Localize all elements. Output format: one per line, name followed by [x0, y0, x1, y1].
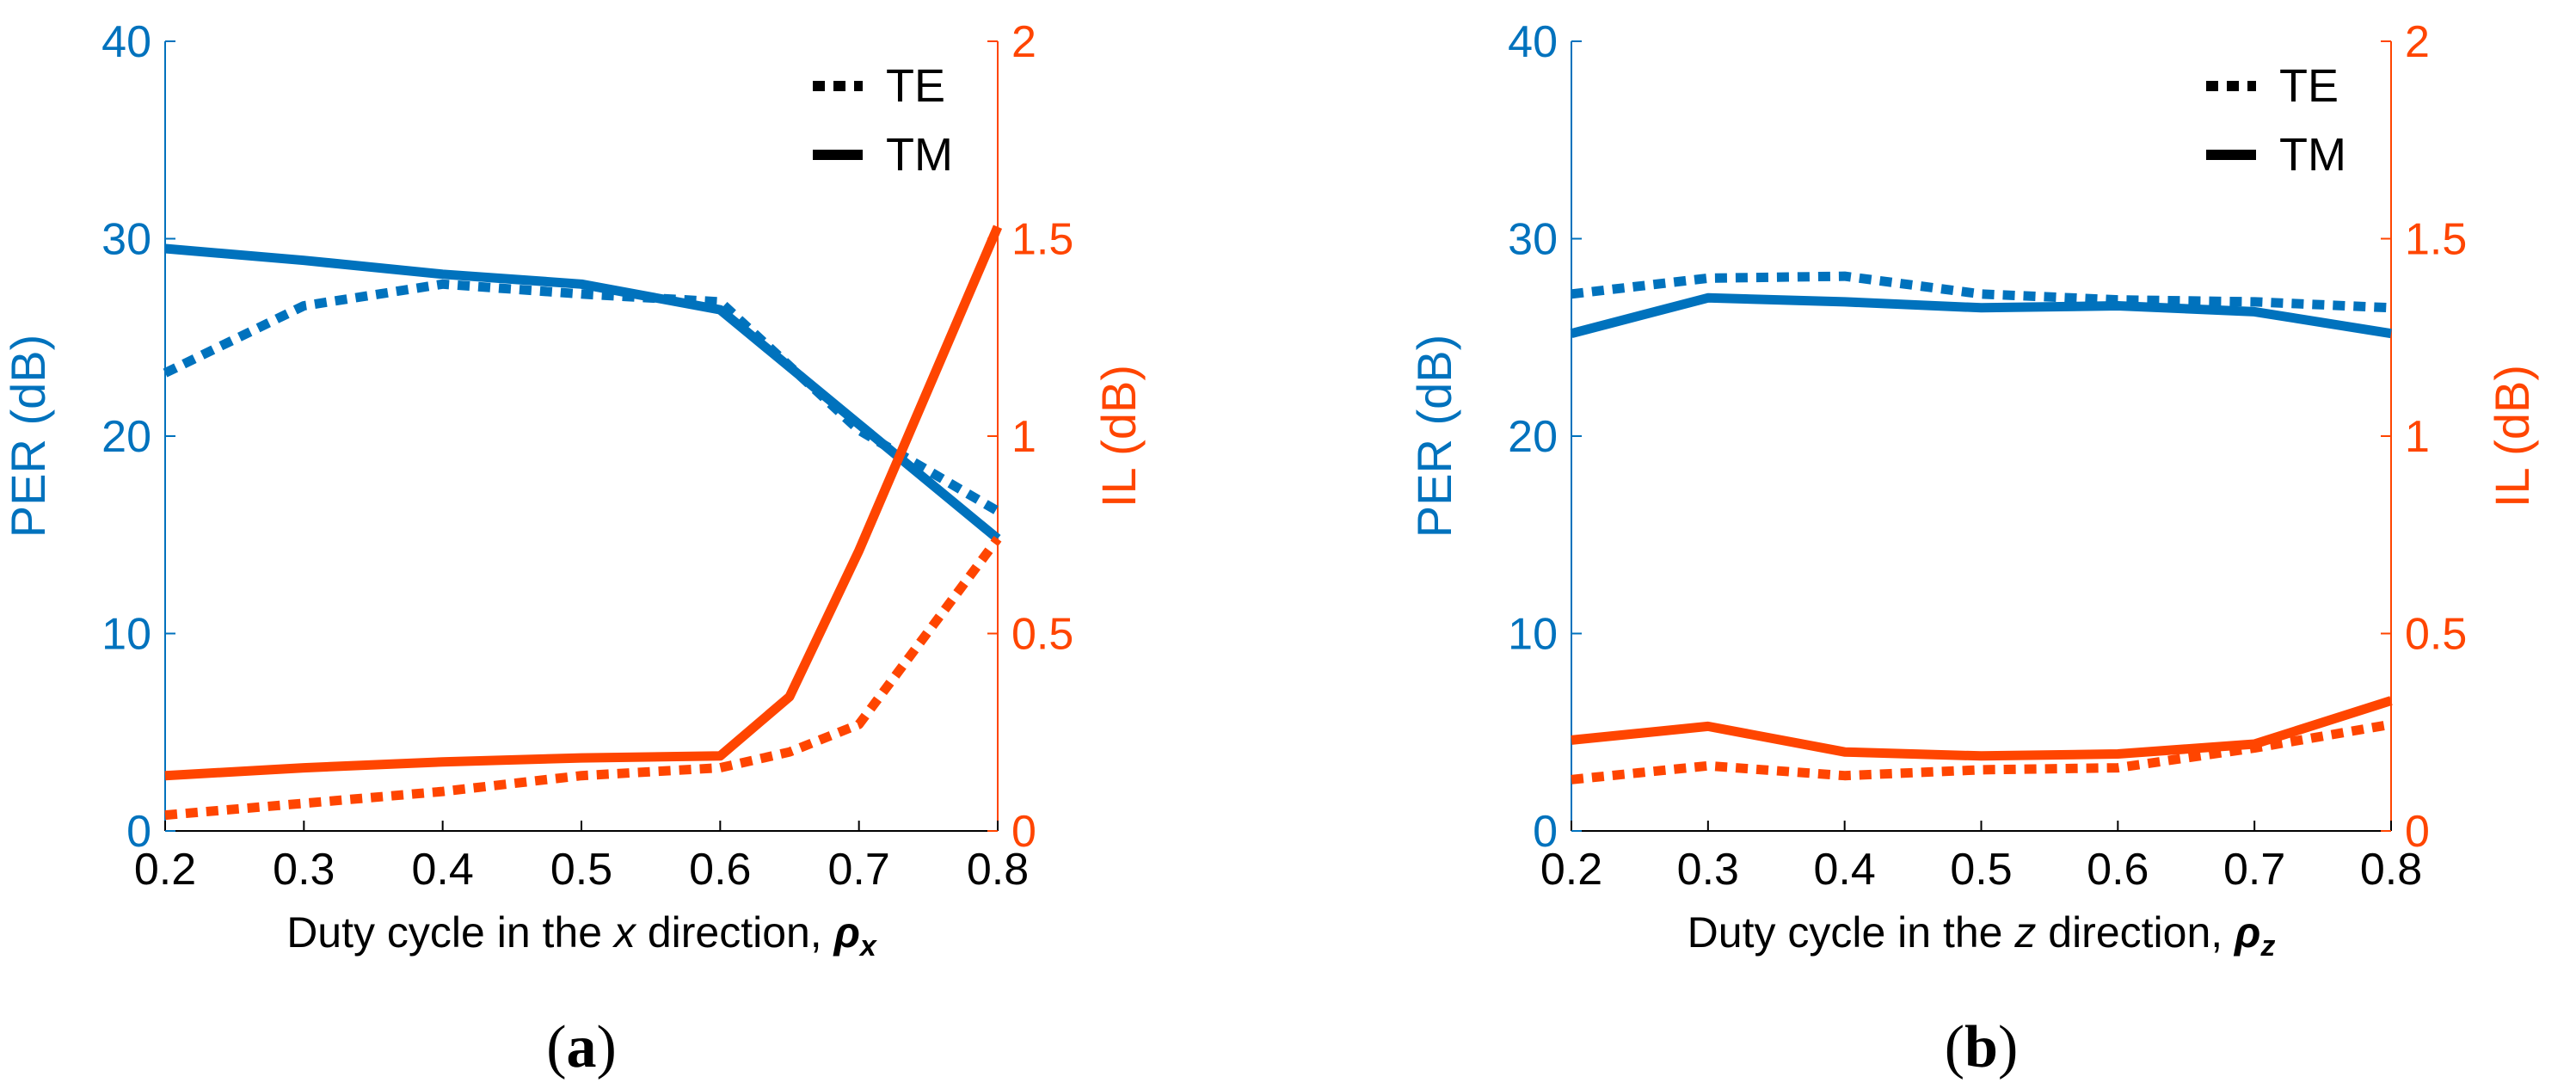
caption-letter: a [567, 1014, 597, 1080]
right-y-axis-label: IL (dB) [2485, 365, 2539, 508]
series-line-per-te [163, 279, 1000, 515]
x-axis-label-part: direction, [636, 908, 834, 957]
left-y-tick-label: 40 [101, 17, 151, 67]
right-y-tick-label: 1.5 [2405, 215, 2467, 265]
left-y-tick-label: 20 [1508, 412, 1558, 462]
x-axis-label-part: Duty cycle in the [286, 908, 614, 957]
series-line-per-tm [164, 243, 1001, 543]
legend-label-tm: TM [2279, 129, 2346, 181]
series-line-il-tm [164, 225, 1003, 781]
x-axis-label-part: x [612, 908, 637, 957]
legend-label-te: TE [2279, 60, 2339, 112]
x-axis-label-part: Duty cycle in the [1688, 908, 2015, 957]
x-axis-label-part: z [2259, 930, 2275, 963]
x-axis-label: Duty cycle in the x direction, ρx [286, 908, 878, 963]
right-y-tick-label: 0 [2405, 807, 2430, 857]
x-tick-label: 0.4 [1814, 845, 1876, 895]
caption-close: ) [1998, 1014, 2018, 1080]
legend-label-tm: TM [886, 129, 953, 181]
series-line-il-te [164, 536, 1002, 821]
left-y-tick-label: 10 [1508, 610, 1558, 660]
series-line-per-tm [1570, 292, 2392, 339]
x-tick-label: 0.6 [689, 845, 751, 895]
series-line-il-tm [1571, 696, 2393, 761]
panel-caption: (b) [1945, 1014, 2019, 1080]
x-axis-label-part: z [2013, 908, 2036, 957]
x-tick-label: 0.8 [2360, 845, 2422, 895]
x-tick-label: 0.6 [2087, 845, 2149, 895]
x-tick-label: 0.5 [550, 845, 612, 895]
x-tick-label: 0.4 [412, 845, 474, 895]
panel-caption: (a) [546, 1014, 617, 1080]
chart-panel-a: 0.2 0.3 0.4 0.5 0.6 0.7 0.801020304000.511.52P… [1, 17, 1146, 1080]
x-tick-label: 0.8 [967, 845, 1029, 895]
caption-open: ( [1945, 1014, 1964, 1080]
caption-letter: b [1964, 1014, 1998, 1080]
right-y-tick-label: 2 [2405, 17, 2430, 67]
left-y-tick-label: 20 [101, 412, 151, 462]
x-tick-label: 0.2 [1540, 845, 1602, 895]
caption-open: ( [546, 1014, 566, 1080]
x-tick-label: 0.5 [1950, 845, 2012, 895]
x-tick-label: 0.3 [1677, 845, 1739, 895]
caption-close: ) [597, 1014, 617, 1080]
x-axis-label-part: ρ [2233, 908, 2260, 957]
chart-panel-b: 0.2 0.3 0.4 0.5 0.6 0.7 0.801020304000.511.52P… [1407, 17, 2539, 1080]
x-axis-label-part: x [858, 930, 878, 963]
x-axis-label-part: direction, [2036, 908, 2235, 957]
series-line-per-te [1571, 271, 2392, 313]
left-y-tick-label: 30 [101, 215, 151, 265]
right-y-tick-label: 1 [2405, 412, 2430, 462]
right-y-tick-label: 1.5 [1011, 215, 1073, 265]
left-y-tick-label: 10 [101, 610, 151, 660]
left-y-tick-label: 30 [1508, 215, 1558, 265]
left-y-tick-label: 0 [1533, 807, 1558, 857]
legend-label-te: TE [886, 60, 945, 112]
right-y-tick-label: 2 [1011, 17, 1036, 67]
x-tick-label: 0.3 [273, 845, 335, 895]
right-y-tick-label: 0.5 [2405, 610, 2467, 660]
left-y-tick-label: 0 [126, 807, 151, 857]
left-y-axis-label: PER (dB) [1407, 335, 1461, 538]
x-axis-label: Duty cycle in the z direction, ρz [1688, 908, 2276, 963]
left-y-tick-label: 40 [1508, 17, 1558, 67]
right-y-tick-label: 0.5 [1011, 610, 1073, 660]
x-axis-label-part: ρ [833, 908, 860, 957]
x-tick-label: 0.7 [828, 845, 890, 895]
x-tick-label: 0.2 [134, 845, 196, 895]
right-y-tick-label: 1 [1011, 412, 1036, 462]
right-y-axis-label: IL (dB) [1091, 365, 1146, 508]
x-tick-label: 0.7 [2223, 845, 2285, 895]
right-y-tick-label: 0 [1011, 807, 1036, 857]
left-y-axis-label: PER (dB) [1, 335, 55, 538]
